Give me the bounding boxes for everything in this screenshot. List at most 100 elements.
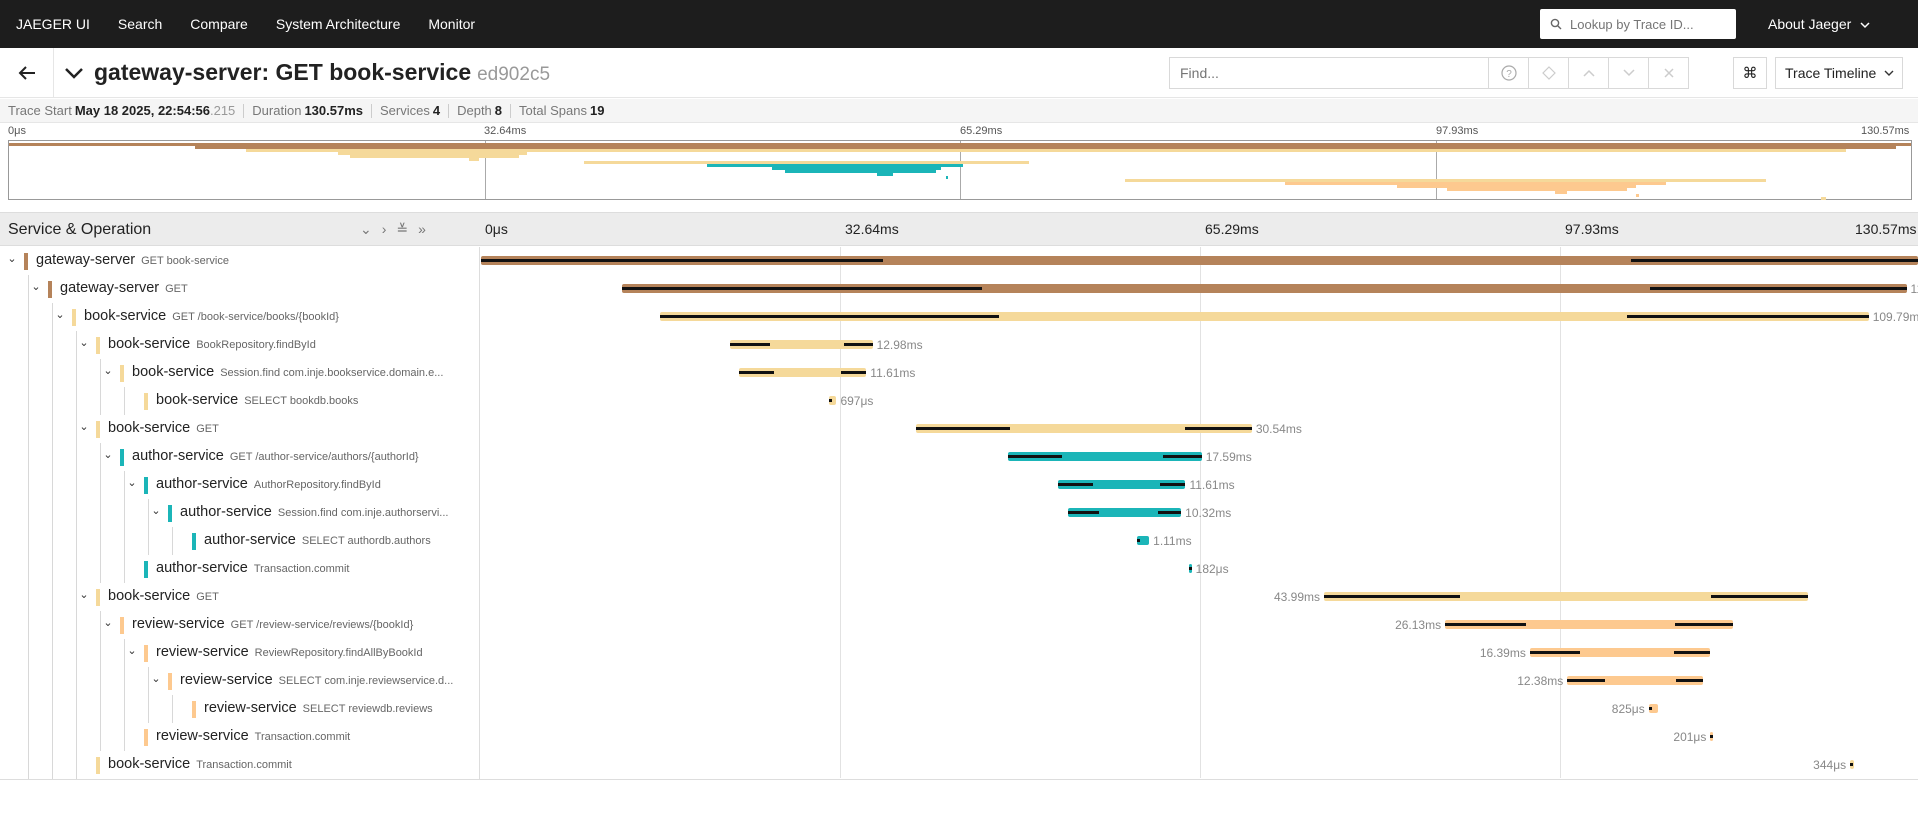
span-row[interactable]: ⌄ gateway-server GET book-service bbox=[0, 247, 1918, 275]
locate-span-button[interactable] bbox=[1529, 57, 1569, 89]
service-color-marker bbox=[24, 253, 28, 270]
minimap-span bbox=[706, 164, 963, 167]
chevron-down-icon[interactable]: ⌄ bbox=[7, 253, 17, 265]
span-name-cell[interactable]: ⌄ author-service Session.find com.inje.aut… bbox=[0, 499, 480, 527]
service-operation-title: Service & Operation bbox=[8, 221, 152, 238]
chevron-down-icon[interactable]: ⌄ bbox=[151, 505, 161, 517]
collapse-one-icon[interactable]: ⌄ bbox=[360, 221, 372, 237]
collapse-all-icon[interactable]: ≚ bbox=[396, 221, 409, 237]
span-name-cell[interactable]: ⌄ author-service AuthorRepository.findById bbox=[0, 471, 480, 499]
span-name-cell[interactable]: ⌄ gateway-server GET book-service bbox=[0, 247, 480, 275]
span-row[interactable]: author-service SELECT authordb.authors 1.1… bbox=[0, 527, 1918, 555]
next-result-button[interactable] bbox=[1609, 57, 1649, 89]
span-name-cell[interactable]: ⌄ book-service GET /book-service/books/{bo… bbox=[0, 303, 480, 331]
span-name-cell[interactable]: ⌄ gateway-server GET bbox=[0, 275, 480, 303]
chevron-down-icon[interactable]: ⌄ bbox=[79, 589, 89, 601]
span-bar[interactable] bbox=[1567, 676, 1704, 685]
span-row[interactable]: ⌄ book-service GET 43.99ms bbox=[0, 583, 1918, 611]
span-bar[interactable] bbox=[1529, 648, 1711, 657]
span-row[interactable]: review-service Transaction.commit 201μs bbox=[0, 723, 1918, 751]
span-name-cell[interactable]: ⌄ author-service GET /author-service/autho… bbox=[0, 443, 480, 471]
span-name-cell[interactable]: review-service SELECT reviewdb.reviews bbox=[0, 695, 480, 723]
span-name-cell[interactable]: ⌄ book-service GET bbox=[0, 415, 480, 443]
span-row[interactable]: ⌄ book-service BookRepository.findById 12.9… bbox=[0, 331, 1918, 359]
depth-value: 8 bbox=[494, 103, 503, 118]
view-mode-select[interactable]: Trace Timeline bbox=[1775, 57, 1903, 89]
prev-result-button[interactable] bbox=[1569, 57, 1609, 89]
find-help-button[interactable]: ? bbox=[1489, 57, 1529, 89]
operation-name: GET book-service bbox=[141, 255, 229, 267]
expand-all-icon[interactable]: » bbox=[418, 221, 426, 237]
span-row[interactable]: ⌄ book-service GET /book-service/books/{bo… bbox=[0, 303, 1918, 331]
trace-lookup-input[interactable] bbox=[1570, 16, 1730, 32]
span-name-cell[interactable]: ⌄ book-service Session.find com.inje.books… bbox=[0, 359, 480, 387]
span-name-cell[interactable]: author-service Transaction.commit bbox=[0, 555, 480, 583]
trace-minimap[interactable] bbox=[8, 140, 1912, 200]
expand-one-icon[interactable]: › bbox=[381, 221, 387, 237]
service-name: book-service BookRepository.findById bbox=[108, 336, 316, 352]
span-bar[interactable] bbox=[1188, 564, 1192, 573]
span-name-cell[interactable]: ⌄ review-service ReviewRepository.findAllB… bbox=[0, 639, 480, 667]
span-name-cell[interactable]: book-service Transaction.commit bbox=[0, 751, 480, 779]
span-name-cell[interactable]: book-service SELECT bookdb.books bbox=[0, 387, 480, 415]
span-name-cell[interactable]: ⌄ book-service BookRepository.findById bbox=[0, 331, 480, 359]
span-row[interactable]: ⌄ author-service Session.find com.inje.aut… bbox=[0, 499, 1918, 527]
find-input[interactable] bbox=[1169, 57, 1489, 89]
span-bar[interactable] bbox=[1324, 592, 1809, 601]
span-name-cell[interactable]: review-service Transaction.commit bbox=[0, 723, 480, 751]
back-button[interactable] bbox=[0, 47, 54, 98]
trace-lookup[interactable] bbox=[1540, 9, 1736, 39]
chevron-down-icon[interactable]: ⌄ bbox=[127, 645, 137, 657]
span-row[interactable]: ⌄ book-service Session.find com.inje.books… bbox=[0, 359, 1918, 387]
chevron-down-icon[interactable]: ⌄ bbox=[103, 365, 113, 377]
chevron-down-icon[interactable]: ⌄ bbox=[103, 449, 113, 461]
span-row[interactable]: author-service Transaction.commit 182μs bbox=[0, 555, 1918, 583]
span-bar[interactable] bbox=[729, 340, 873, 349]
span-bar[interactable] bbox=[1067, 508, 1182, 517]
about-jaeger-menu[interactable]: About Jaeger bbox=[1768, 16, 1870, 32]
chevron-down-icon[interactable]: ⌄ bbox=[31, 281, 41, 293]
span-bar[interactable] bbox=[738, 368, 867, 377]
span-row[interactable]: ⌄ review-service GET /review-service/revie… bbox=[0, 611, 1918, 639]
chevron-down-icon[interactable]: ⌄ bbox=[79, 421, 89, 433]
chevron-down-icon[interactable]: ⌄ bbox=[79, 337, 89, 349]
nav-system-architecture[interactable]: System Architecture bbox=[275, 16, 401, 32]
span-bar[interactable] bbox=[828, 396, 837, 405]
span-bar[interactable] bbox=[1648, 704, 1658, 713]
span-name-cell[interactable]: ⌄ review-service SELECT com.inje.reviewser… bbox=[0, 667, 480, 695]
span-bar[interactable] bbox=[660, 312, 1869, 321]
clear-find-button[interactable] bbox=[1649, 57, 1689, 89]
total-spans-value: 19 bbox=[589, 103, 605, 118]
chevron-down-icon[interactable]: ⌄ bbox=[127, 477, 137, 489]
span-row[interactable]: review-service SELECT reviewdb.reviews 825… bbox=[0, 695, 1918, 723]
span-bar[interactable] bbox=[621, 284, 1907, 293]
nav-search[interactable]: Search bbox=[117, 16, 163, 32]
chevron-down-icon[interactable]: ⌄ bbox=[151, 673, 161, 685]
brand-logo[interactable]: JAEGER UI bbox=[16, 16, 90, 32]
chevron-down-icon[interactable]: ⌄ bbox=[103, 617, 113, 629]
nav-monitor[interactable]: Monitor bbox=[428, 16, 476, 32]
span-bar[interactable] bbox=[1136, 536, 1150, 545]
span-row[interactable]: ⌄ author-service AuthorRepository.findById… bbox=[0, 471, 1918, 499]
span-bar[interactable] bbox=[1710, 732, 1714, 741]
span-row[interactable]: ⌄ author-service GET /author-service/autho… bbox=[0, 443, 1918, 471]
span-bar[interactable] bbox=[1057, 480, 1186, 489]
span-row[interactable]: book-service SELECT bookdb.books 697μs bbox=[0, 387, 1918, 415]
span-name-cell[interactable]: ⌄ review-service GET /review-service/revie… bbox=[0, 611, 480, 639]
span-bar[interactable] bbox=[1850, 760, 1854, 769]
collapse-trace-button[interactable] bbox=[54, 67, 94, 79]
span-bar[interactable] bbox=[481, 256, 1918, 265]
span-bar[interactable] bbox=[1008, 452, 1202, 461]
chevron-down-icon[interactable]: ⌄ bbox=[55, 309, 65, 321]
span-row[interactable]: ⌄ review-service ReviewRepository.findAllB… bbox=[0, 639, 1918, 667]
span-row[interactable]: book-service Transaction.commit 344μs bbox=[0, 751, 1918, 779]
span-bar[interactable] bbox=[1445, 620, 1733, 629]
span-row[interactable]: ⌄ book-service GET 30.54ms bbox=[0, 415, 1918, 443]
span-row[interactable]: ⌄ review-service SELECT com.inje.reviewser… bbox=[0, 667, 1918, 695]
span-name-cell[interactable]: author-service SELECT authordb.authors bbox=[0, 527, 480, 555]
span-bar[interactable] bbox=[915, 424, 1252, 433]
nav-compare[interactable]: Compare bbox=[190, 16, 248, 32]
span-name-cell[interactable]: ⌄ book-service GET bbox=[0, 583, 480, 611]
keyboard-shortcuts-button[interactable]: ⌘ bbox=[1733, 57, 1767, 89]
